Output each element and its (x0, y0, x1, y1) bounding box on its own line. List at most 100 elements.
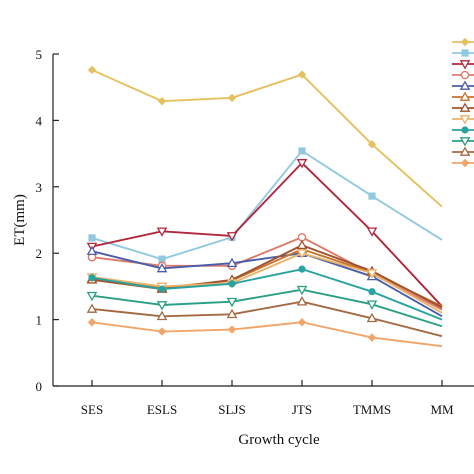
y-tick-label: 5 (36, 47, 43, 62)
data-point (366, 312, 378, 323)
series-line (91, 288, 443, 328)
legend-entry (452, 137, 474, 147)
data-point (226, 308, 238, 319)
data-point (228, 280, 236, 288)
x-axis-title: Growth cycle (238, 432, 320, 448)
data-point (87, 318, 97, 327)
data-point (158, 255, 166, 263)
legend (452, 37, 474, 168)
data-point (156, 310, 168, 321)
series-line (91, 250, 443, 318)
data-point (158, 285, 166, 293)
data-point (366, 269, 378, 279)
data-point (86, 291, 98, 302)
data-point (296, 239, 308, 250)
data-point (459, 146, 471, 156)
series-1 (87, 65, 443, 208)
y-tick-label: 1 (36, 313, 43, 328)
x-tick-label: SES (81, 402, 103, 417)
data-point (297, 318, 307, 327)
legend-entry (452, 146, 474, 156)
legend-entry (452, 49, 474, 57)
data-point (156, 227, 168, 237)
data-point (461, 49, 469, 57)
series-line (91, 268, 443, 321)
series-3 (86, 159, 443, 307)
data-point (296, 296, 308, 306)
data-point (460, 158, 470, 168)
data-point (459, 60, 471, 70)
data-point (157, 96, 167, 106)
legend-entry (452, 37, 474, 47)
data-point (86, 303, 98, 313)
data-point (296, 285, 308, 296)
data-point (459, 91, 471, 101)
series-line (91, 321, 443, 348)
series-group (86, 65, 443, 348)
legend-entry (452, 126, 474, 134)
data-point (296, 249, 308, 259)
data-point (460, 70, 470, 80)
data-point (461, 126, 469, 134)
legend-entry (452, 158, 474, 168)
series-11 (86, 296, 443, 338)
data-point (227, 325, 237, 334)
x-tick-label: ESLS (147, 402, 177, 417)
y-tick-label: 0 (36, 379, 43, 394)
series-line (91, 300, 443, 338)
series-line (91, 252, 443, 314)
y-tick-label: 2 (36, 246, 43, 261)
x-ticks: SES ESLS SLJS JTS TMMS MM (81, 380, 454, 417)
series-9 (88, 265, 443, 321)
data-point (226, 257, 238, 268)
data-point (368, 288, 376, 296)
series-12 (87, 318, 443, 348)
axes (52, 54, 474, 387)
series-line (91, 161, 443, 307)
data-point (88, 274, 96, 282)
legend-entry (452, 80, 474, 90)
data-point (298, 265, 306, 273)
legend-entry (452, 115, 474, 125)
data-point (459, 115, 471, 125)
data-point (366, 300, 378, 310)
data-point (459, 102, 471, 112)
legend-entry (452, 91, 474, 101)
x-tick-label: TMMS (353, 402, 391, 417)
data-point (157, 327, 167, 336)
data-point (368, 192, 376, 200)
series-line (91, 149, 443, 261)
x-tick-label: SLJS (218, 402, 245, 417)
data-point (86, 245, 98, 256)
data-point (297, 70, 307, 79)
y-tick-label: 4 (36, 113, 43, 128)
series-2 (88, 147, 443, 263)
data-point (88, 234, 96, 242)
data-point (296, 159, 308, 169)
y-tick-label: 3 (36, 180, 43, 195)
data-point (226, 297, 238, 308)
data-point (227, 93, 237, 103)
data-point (459, 80, 471, 90)
x-tick-label: JTS (292, 402, 312, 417)
data-point (156, 301, 168, 311)
legend-entry (452, 70, 474, 80)
data-point (367, 140, 377, 149)
y-axis-title: ET(mm) (12, 194, 28, 246)
legend-entry (452, 60, 474, 70)
data-point (156, 262, 168, 273)
x-tick-label: MM (430, 402, 454, 417)
data-point (298, 147, 306, 155)
data-point (460, 37, 470, 47)
data-point (87, 65, 97, 75)
series-6 (86, 243, 443, 308)
data-point (367, 333, 377, 342)
series-10 (86, 285, 443, 328)
data-point (226, 232, 238, 242)
legend-entry (452, 102, 474, 112)
data-point (459, 137, 471, 147)
data-point (366, 227, 378, 237)
series-line (91, 69, 443, 208)
y-ticks: 0 1 2 3 4 5 (36, 47, 59, 394)
